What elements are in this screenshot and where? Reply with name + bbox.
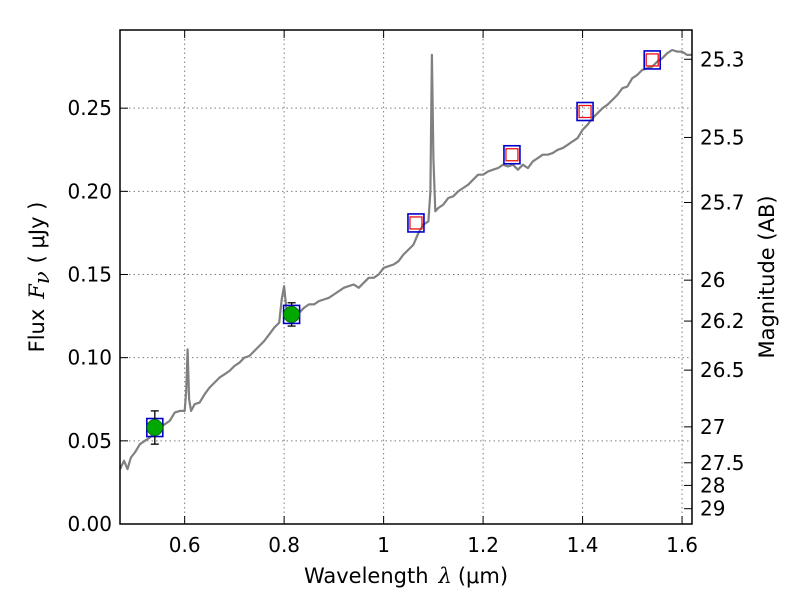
- photometry-layer: [146, 50, 662, 445]
- x-tick-label: 0.8: [268, 533, 300, 557]
- model-photometry-square: [407, 213, 425, 233]
- model-photometry-square: [503, 144, 521, 165]
- y2-tick-label: 26: [700, 268, 725, 292]
- observed-flux-circle: [283, 306, 301, 323]
- y2-tick-label: 27.5: [700, 451, 745, 475]
- upper-photometry-square: [645, 53, 659, 67]
- x-tick-label: 1.4: [567, 533, 599, 557]
- model-photometry-square: [643, 50, 662, 70]
- axis-ticks: 0.6 0.8 1 1.2 1.4 1.6 0.00 0.05 0.10 0.15 0.20 0.25…: [67, 30, 745, 557]
- y-tick-label: 0.20: [67, 179, 112, 203]
- x-tick-label: 1.2: [467, 533, 499, 557]
- x-axis-label: Wavelength λ (μm): [304, 564, 508, 588]
- y2-tick-label: 25.3: [700, 47, 745, 71]
- upper-photometry-square: [505, 148, 519, 162]
- y2-tick-label: 26.2: [700, 309, 745, 333]
- y2-axis-label: Magnitude (AB): [755, 195, 779, 358]
- x-tick-label: 1: [377, 533, 390, 557]
- photometry-point: [407, 213, 425, 233]
- x-tick-label: 0.6: [169, 533, 201, 557]
- y-tick-label: 0.00: [67, 512, 112, 536]
- photometry-point: [576, 101, 594, 122]
- upper-photometry-square: [578, 104, 592, 119]
- y-tick-label: 0.15: [67, 263, 112, 287]
- observed-flux-circle: [146, 419, 164, 436]
- y2-tick-label: 27: [700, 415, 725, 439]
- y-tick-label: 0.25: [67, 96, 112, 120]
- upper-photometry-square: [409, 216, 423, 230]
- photometry-point: [282, 302, 301, 327]
- model-photometry-square: [576, 101, 594, 122]
- y2-tick-label: 29: [700, 497, 725, 521]
- y2-tick-label: 25.7: [700, 190, 745, 214]
- spectrum-line: [119, 48, 692, 471]
- y-axis-label: FluxFν( μJy ): [25, 202, 54, 353]
- y-tick-label: 0.05: [67, 429, 112, 453]
- y2-tick-label: 28: [700, 473, 725, 497]
- y2-tick-label: 26.5: [700, 358, 745, 382]
- photometry-point: [146, 410, 164, 445]
- photometry-point: [643, 50, 662, 70]
- x-tick-label: 1.6: [666, 533, 698, 557]
- y-tick-label: 0.10: [67, 346, 112, 370]
- plot-frame: [119, 29, 693, 525]
- y2-tick-label: 25.5: [700, 125, 745, 149]
- photometry-point: [503, 144, 521, 165]
- spectrum-layer: [119, 48, 692, 471]
